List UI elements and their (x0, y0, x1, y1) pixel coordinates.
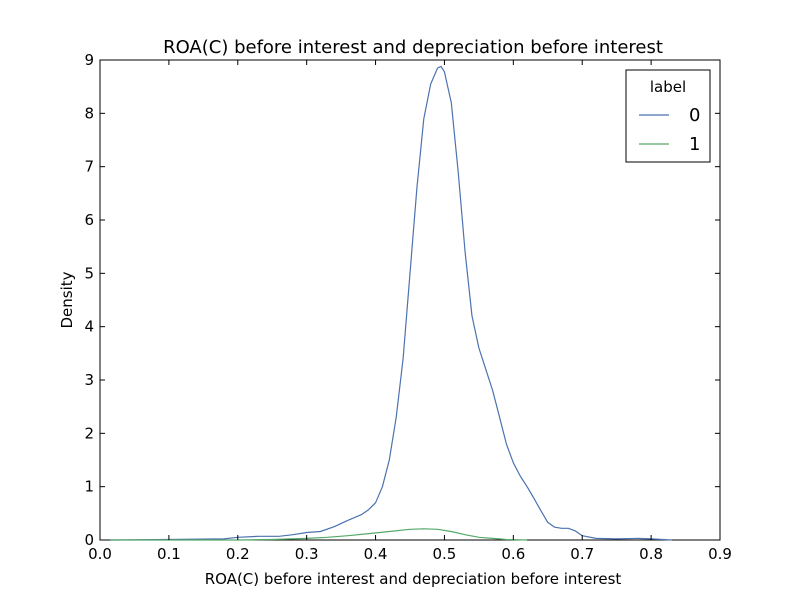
x-tick-label: 0.7 (570, 545, 594, 563)
y-tick-label: 2 (84, 424, 94, 442)
y-tick-label: 9 (84, 51, 94, 69)
chart-title: ROA(C) before interest and depreciation … (163, 37, 663, 58)
ticks-layer: 0.0 0.1 0.2 0.3 0.4 0.5 0.6 0.7 0.8 0.9 0 1 2 3 4 5 6 7 8 9 (84, 51, 731, 563)
x-tick-label: 0.5 (433, 545, 457, 563)
y-axis-label: Density (58, 271, 76, 328)
x-tick-label: 0.3 (295, 545, 319, 563)
y-tick-label: 0 (84, 531, 94, 549)
legend-label-series-0: 0 (689, 105, 700, 126)
legend: label 0 1 (625, 69, 711, 163)
x-axis-label: ROA(C) before interest and depreciation … (205, 570, 622, 588)
legend-label-series-1: 1 (689, 134, 700, 155)
series-layer (110, 65, 672, 541)
series-line-1 (110, 528, 528, 541)
y-tick-label: 1 (84, 478, 94, 496)
legend-box (625, 69, 711, 163)
y-tick-label: 4 (84, 318, 94, 336)
plot-frame (99, 59, 721, 541)
x-tick-label: 0.4 (364, 545, 388, 563)
series-line-0 (110, 65, 672, 541)
y-tick-label: 5 (84, 264, 94, 282)
x-tick-label: 0.8 (639, 545, 663, 563)
legend-title: label (650, 78, 686, 96)
y-tick-label: 8 (84, 104, 94, 122)
x-tick-label: 0.0 (88, 545, 112, 563)
y-tick-label: 3 (84, 371, 94, 389)
x-tick-label: 0.9 (708, 545, 732, 563)
y-tick-label: 6 (84, 211, 94, 229)
x-tick-label: 0.6 (501, 545, 525, 563)
x-tick-label: 0.2 (226, 545, 250, 563)
plot-area: 0.0 0.1 0.2 0.3 0.4 0.5 0.6 0.7 0.8 0.9 0 1 2 3 4 5 6 7 8 9 (84, 51, 731, 563)
y-tick-label: 7 (84, 158, 94, 176)
x-tick-label: 0.1 (157, 545, 181, 563)
